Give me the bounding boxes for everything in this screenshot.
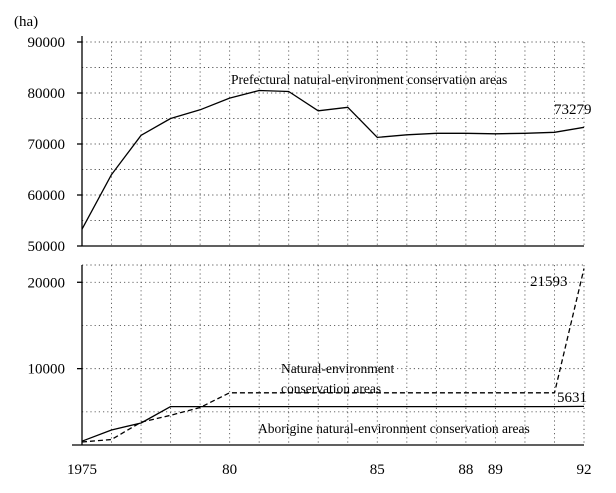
y-tick-label: 10000 — [28, 362, 66, 378]
series-label: Aborigine natural-environment conservati… — [258, 421, 530, 436]
x-tick-label: 85 — [370, 462, 385, 478]
end-value-label: 5631 — [557, 390, 587, 406]
labels: 50000 60000 70000 80000 90000 10000 20000 1975 8… — [28, 35, 592, 478]
series-line — [81, 89, 585, 230]
x-tick-label: 92 — [577, 462, 592, 478]
x-tick-label: 88 — [458, 462, 473, 478]
series-line — [81, 405, 585, 442]
y-tick-label: 80000 — [28, 86, 66, 102]
y-tick-label: 60000 — [28, 188, 66, 204]
y-tick-label: 50000 — [28, 239, 66, 255]
series-label: conservation areas — [281, 381, 381, 396]
unit-label: (ha) — [14, 14, 38, 30]
y-tick-label: 70000 — [28, 137, 66, 153]
series-label: Natural-environment — [281, 361, 394, 376]
x-tick-label: 1975 — [67, 462, 97, 478]
y-tick-label: 90000 — [28, 35, 66, 51]
series-label: Prefectural natural-environment conserva… — [231, 72, 507, 87]
grid — [82, 41, 585, 445]
series-line — [81, 268, 585, 443]
y-tick-label: 20000 — [28, 275, 66, 291]
axes — [72, 36, 584, 446]
x-tick-label: 80 — [222, 462, 237, 478]
end-value-label: 73279 — [554, 102, 592, 118]
series — [81, 89, 585, 443]
x-tick-label: 89 — [488, 462, 503, 478]
end-value-label: 21593 — [530, 274, 568, 290]
